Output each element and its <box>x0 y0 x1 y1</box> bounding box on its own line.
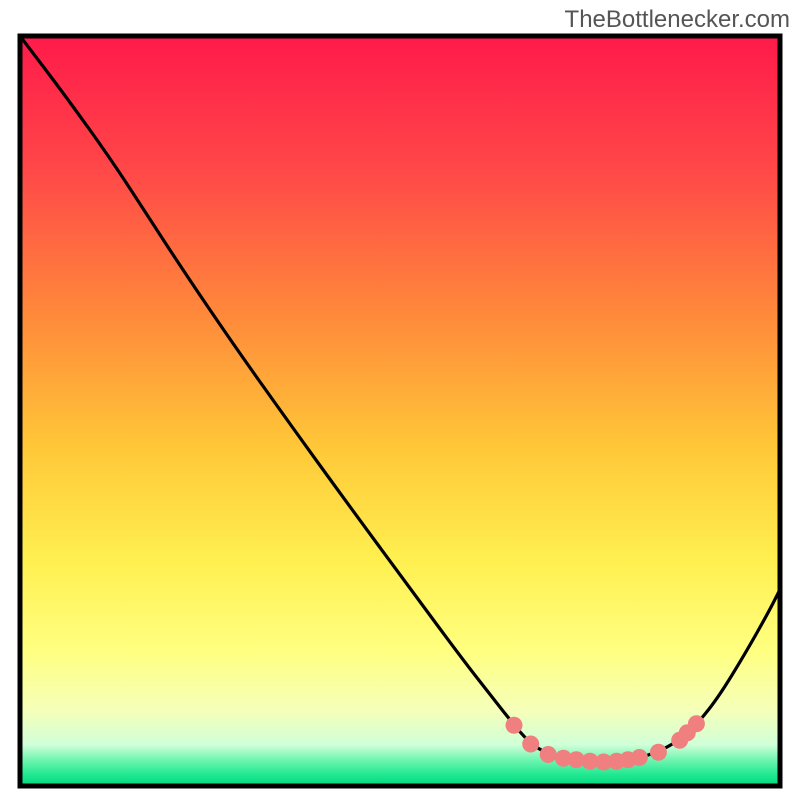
curve-marker <box>631 749 648 766</box>
curve-marker <box>506 717 523 734</box>
chart-container: TheBottlenecker.com <box>0 0 800 800</box>
curve-marker <box>650 744 667 761</box>
curve-marker <box>540 746 557 763</box>
curve-marker <box>522 736 539 753</box>
watermark-text: TheBottlenecker.com <box>565 6 790 34</box>
bottleneck-curve-chart <box>0 0 800 800</box>
curve-marker <box>688 715 705 732</box>
gradient-background <box>20 36 780 786</box>
